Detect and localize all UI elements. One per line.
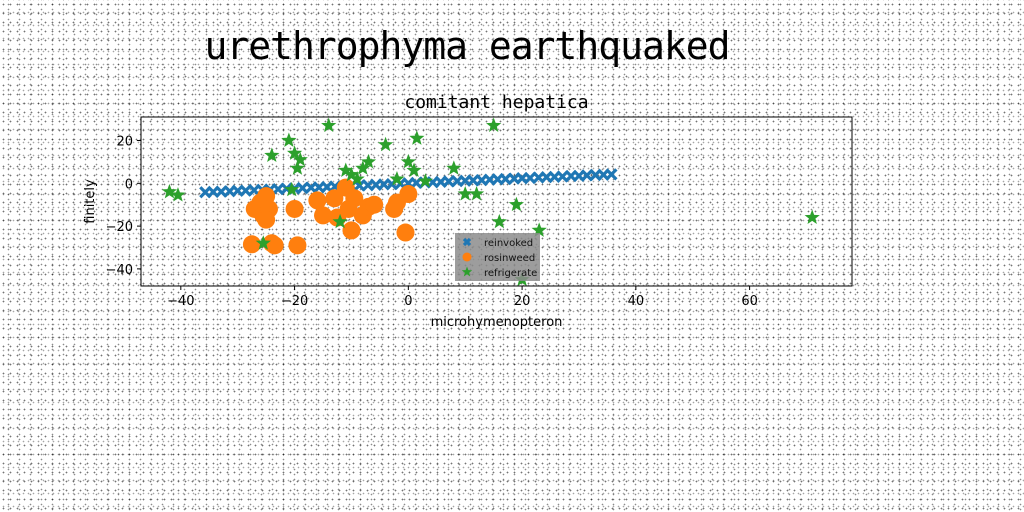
- data-point-reinvoked: [606, 169, 616, 179]
- data-point-refrigerate: [446, 160, 461, 174]
- y-tick-label: 0: [125, 177, 133, 192]
- data-point-rosinweed: [365, 196, 383, 214]
- data-point-rosinweed: [266, 236, 284, 254]
- data-point-rosinweed: [257, 211, 275, 229]
- x-tick-label: 20: [514, 294, 531, 309]
- data-point-refrigerate: [469, 186, 484, 200]
- legend-marker-reinvoked: [464, 239, 470, 245]
- x-tick-label: 40: [628, 294, 645, 309]
- y-tick-label: −20: [106, 220, 133, 235]
- data-point-rosinweed: [286, 200, 304, 218]
- data-point-rosinweed: [288, 236, 306, 254]
- data-point-refrigerate: [805, 210, 820, 224]
- data-point-rosinweed: [342, 221, 360, 239]
- chart-title: comitant hepatica: [404, 92, 588, 113]
- data-point-refrigerate: [321, 118, 336, 132]
- data-point-refrigerate: [492, 214, 507, 228]
- data-point-refrigerate: [281, 133, 296, 147]
- x-tick-label: −20: [281, 294, 308, 309]
- data-point-refrigerate: [458, 186, 473, 200]
- legend: reinvoked rosinweed refrigerate: [455, 233, 540, 281]
- data-point-refrigerate: [409, 130, 424, 144]
- legend-marker-rosinweed: [463, 253, 472, 262]
- y-axis-label: finitely: [83, 179, 98, 224]
- data-point-refrigerate: [486, 118, 501, 132]
- legend-label-reinvoked: reinvoked: [484, 238, 533, 249]
- data-point-rosinweed: [399, 185, 417, 203]
- data-point-rosinweed: [396, 224, 414, 242]
- x-tick-label: 60: [741, 294, 758, 309]
- x-tick-label: 0: [404, 294, 412, 309]
- y-tick-label: −40: [106, 263, 133, 278]
- legend-label-refrigerate: refrigerate: [484, 268, 537, 279]
- data-point-refrigerate: [378, 137, 393, 151]
- data-point-refrigerate: [509, 197, 524, 211]
- x-axis-label: microhymenopteron: [431, 315, 563, 330]
- legend-label-rosinweed: rosinweed: [484, 253, 535, 264]
- data-point-refrigerate: [264, 148, 279, 162]
- y-tick-label: 20: [116, 135, 133, 150]
- data-point-rosinweed: [243, 235, 261, 253]
- x-tick-label: −40: [167, 294, 194, 309]
- axes: −40 −20 0 20 40 60 −40 −20 0 20: [106, 135, 758, 309]
